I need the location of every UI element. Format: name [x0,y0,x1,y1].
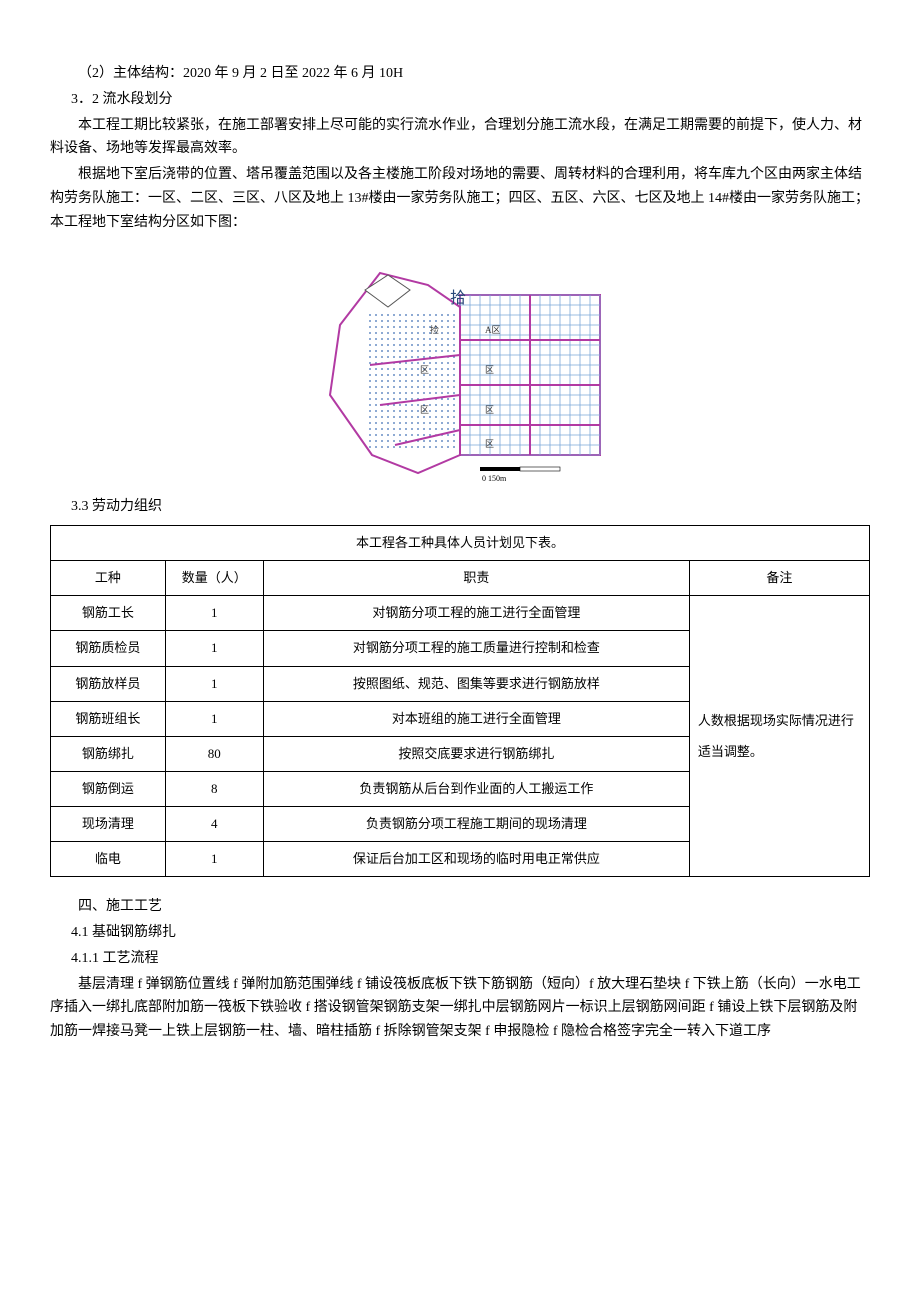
svg-text:拾: 拾 [450,289,466,307]
cell-duty: 保证后台加工区和现场的临时用电正常供应 [263,842,689,877]
svg-text:捡: 捡 [430,324,439,335]
svg-text:A区: A区 [485,325,501,335]
cell-type: 钢筋绑扎 [51,736,166,771]
svg-text:区: 区 [485,439,494,449]
table-row: 钢筋工长1对钢筋分项工程的施工进行全面管理人数根据现场实际情况进行适当调整。 [51,596,870,631]
heading-4-1-1: 4.1.1 工艺流程 [71,947,870,971]
svg-text:区: 区 [485,405,494,415]
cell-qty: 1 [165,666,263,701]
th-type: 工种 [51,561,166,596]
cell-type: 钢筋班组长 [51,701,166,736]
svg-text:区: 区 [485,365,494,375]
table-header-row: 工种 数量（人） 职责 备注 [51,561,870,596]
heading-3-3: 3.3 劳动力组织 [71,495,162,519]
table-caption: 本工程各工种具体人员计划见下表。 [51,526,870,561]
para-process-flow: 基层清理 f 弹钢筋位置线 f 弹附加筋范围弹线 f 铺设筏板底板下铁下筋钢筋（… [50,973,870,1044]
cell-duty: 负责钢筋从后台到作业面的人工搬运工作 [263,771,689,806]
cell-qty: 1 [165,596,263,631]
para-zone-division: 根据地下室后浇带的位置、塔吊覆盖范围以及各主楼施工阶段对场地的需要、周转材料的合… [50,163,870,234]
zone-diagram-svg: 拾捡A区区区区区区0 150m [310,255,610,485]
th-duty: 职责 [263,561,689,596]
svg-text:区: 区 [420,365,429,375]
cell-qty: 4 [165,806,263,841]
th-note: 备注 [689,561,869,596]
cell-type: 钢筋放样员 [51,666,166,701]
line-structure-dates: （2）主体结构：2020 年 9 月 2 日至 2022 年 6 月 10H [50,62,870,86]
cell-type: 钢筋工长 [51,596,166,631]
heading-4: 四、施工工艺 [50,895,870,919]
labor-table: 本工程各工种具体人员计划见下表。 工种 数量（人） 职责 备注 钢筋工长1对钢筋… [50,525,870,877]
cell-type: 临电 [51,842,166,877]
svg-text:0 150m: 0 150m [482,474,507,483]
svg-text:区: 区 [420,405,429,415]
cell-qty: 80 [165,736,263,771]
zone-diagram-figure: 拾捡A区区区区区区0 150m [50,255,870,494]
heading-4-1: 4.1 基础钢筋绑扎 [71,921,870,945]
cell-qty: 1 [165,631,263,666]
cell-note: 人数根据现场实际情况进行适当调整。 [689,596,869,877]
cell-qty: 1 [165,842,263,877]
cell-qty: 8 [165,771,263,806]
cell-duty: 按照图纸、规范、图集等要求进行钢筋放样 [263,666,689,701]
cell-duty: 对本班组的施工进行全面管理 [263,701,689,736]
cell-duty: 对钢筋分项工程的施工进行全面管理 [263,596,689,631]
cell-duty: 对钢筋分项工程的施工质量进行控制和检查 [263,631,689,666]
cell-qty: 1 [165,701,263,736]
cell-duty: 按照交底要求进行钢筋绑扎 [263,736,689,771]
cell-type: 钢筋倒运 [51,771,166,806]
cell-duty: 负责钢筋分项工程施工期间的现场清理 [263,806,689,841]
cell-type: 钢筋质检员 [51,631,166,666]
th-qty: 数量（人） [165,561,263,596]
cell-type: 现场清理 [51,806,166,841]
heading-3-2: 3．2 流水段划分 [71,88,870,112]
para-flow-intro: 本工程工期比较紧张，在施工部署安排上尽可能的实行流水作业，合理划分施工流水段，在… [50,114,870,162]
